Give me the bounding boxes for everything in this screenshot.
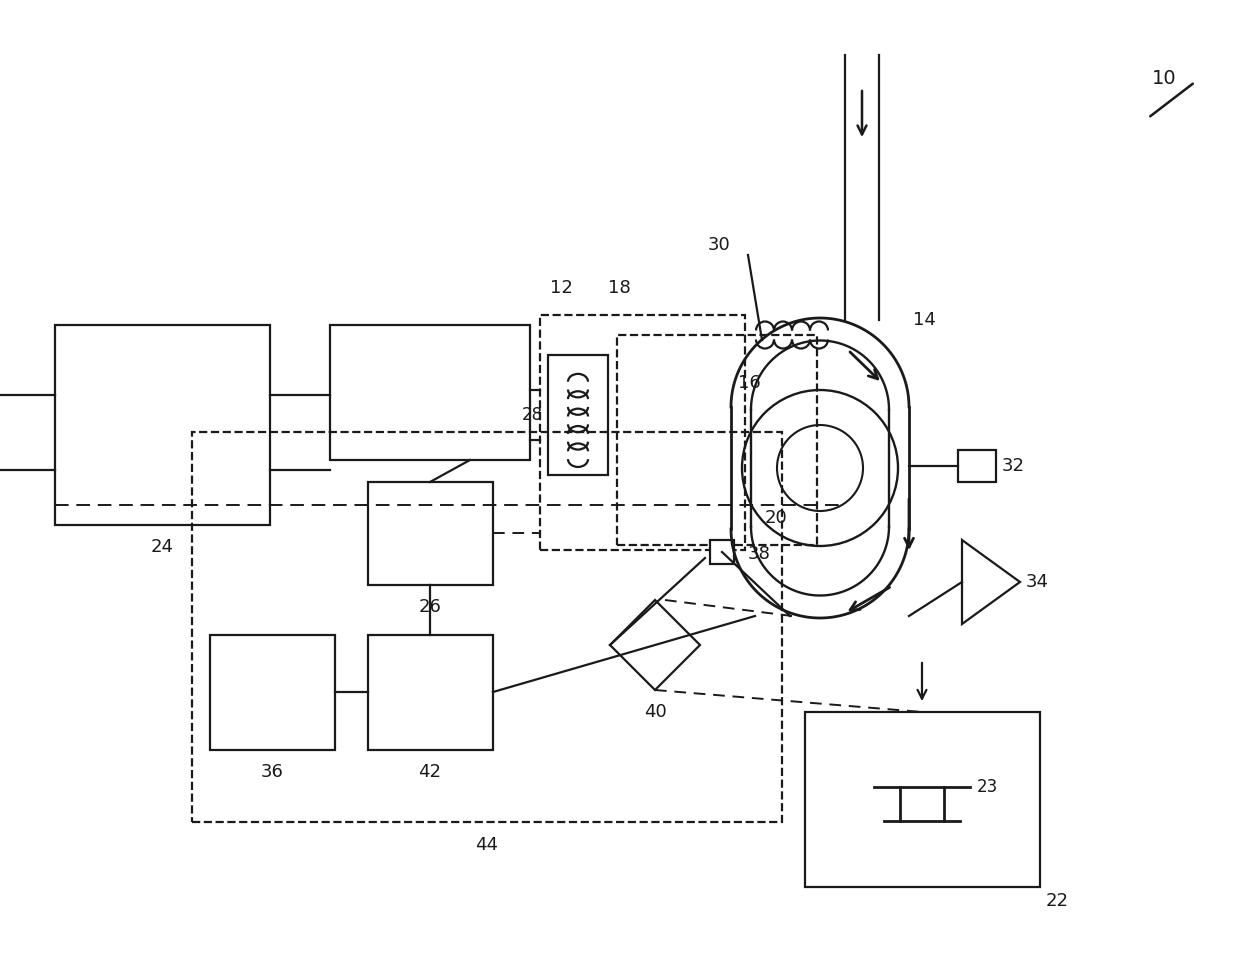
Text: 23: 23 bbox=[977, 778, 998, 796]
Bar bbox=[210, 635, 335, 750]
Bar bbox=[805, 712, 1040, 887]
Text: 22: 22 bbox=[1047, 892, 1069, 910]
Bar bbox=[618, 335, 817, 545]
Text: 24: 24 bbox=[150, 538, 174, 556]
Bar bbox=[55, 325, 270, 525]
Bar bbox=[368, 482, 494, 585]
Bar bbox=[548, 355, 608, 475]
Text: 26: 26 bbox=[419, 598, 441, 616]
Bar bbox=[959, 450, 996, 482]
Text: 44: 44 bbox=[475, 836, 498, 854]
Text: 42: 42 bbox=[419, 763, 441, 781]
Text: 34: 34 bbox=[1025, 573, 1049, 591]
Text: 14: 14 bbox=[913, 311, 936, 329]
Bar bbox=[368, 635, 494, 750]
Bar bbox=[539, 315, 745, 550]
Text: 40: 40 bbox=[644, 703, 666, 721]
Bar bbox=[330, 325, 529, 460]
Text: 30: 30 bbox=[707, 236, 730, 254]
Text: 16: 16 bbox=[738, 374, 761, 392]
Text: 32: 32 bbox=[1002, 457, 1025, 475]
Text: 20: 20 bbox=[765, 509, 787, 527]
Text: 28: 28 bbox=[522, 406, 543, 424]
Bar bbox=[711, 540, 734, 564]
Text: 38: 38 bbox=[748, 545, 771, 563]
Text: 12: 12 bbox=[551, 279, 573, 297]
Bar bbox=[192, 432, 782, 822]
Text: 18: 18 bbox=[608, 279, 631, 297]
Text: 10: 10 bbox=[1152, 69, 1177, 87]
Text: 36: 36 bbox=[260, 763, 284, 781]
